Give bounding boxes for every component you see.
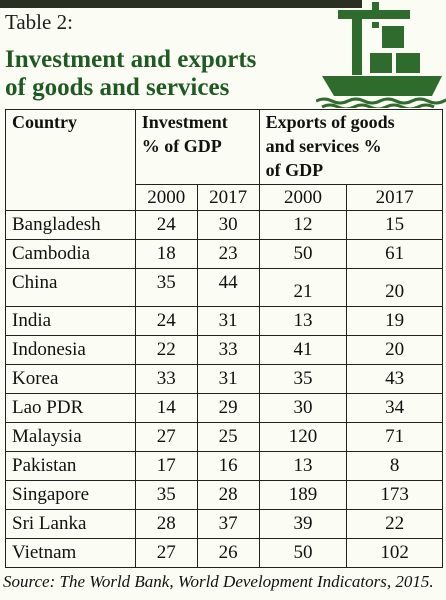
value-cell: 37 [196,509,260,539]
title-line-1: Investment and exports [5,46,257,73]
country-cell: India [5,306,136,336]
value-cell: 31 [196,364,260,394]
value-cell: 24 [134,210,198,240]
exports-header-line-1: Exports of goods [265,112,395,132]
value-cell: 44 [196,268,260,307]
value-cell: 26 [196,538,260,568]
value-cell: 120 [258,422,348,452]
country-cell: China [5,268,136,307]
year-header: 2017 [196,184,260,211]
value-cell: 13 [258,306,348,336]
column-header-investment: Investment % of GDP [134,109,260,185]
value-cell: 50 [258,538,348,568]
table-row: India 24 31 13 19 [5,306,443,336]
investment-header-line-1: Investment [141,112,228,132]
table-row: Pakistan 17 16 13 8 [5,451,443,481]
country-cell: Cambodia [5,239,136,269]
value-cell: 18 [134,239,198,269]
year-header: 2000 [258,184,348,211]
table-row: Lao PDR 14 29 30 34 [5,393,443,423]
value-cell: 33 [196,335,260,365]
table-row: China 35 44 21 20 [5,268,443,307]
table-year-row: 2000 2017 2000 2017 [6,184,443,211]
value-cell: 34 [346,393,443,423]
year-header: 2017 [346,184,443,211]
table-row: Malaysia 27 25 120 71 [5,422,443,452]
table-row: Sri Lanka 28 37 39 22 [5,509,443,539]
value-cell: 21 [258,268,348,307]
value-cell: 25 [196,422,260,452]
page-title: Investment and exports of goods and serv… [5,46,325,102]
table-row: Cambodia 18 23 50 61 [5,239,443,269]
cargo-ship-icon [316,2,446,108]
value-cell: 8 [346,451,443,481]
value-cell: 50 [258,239,348,269]
value-cell: 61 [346,239,443,269]
country-cell: Pakistan [5,451,136,481]
value-cell: 102 [346,538,443,568]
title-line-2: of goods and services [5,74,230,101]
value-cell: 189 [258,480,348,510]
country-cell: Vietnam [5,538,136,568]
value-cell: 14 [134,393,198,423]
value-cell: 22 [134,335,198,365]
value-cell: 28 [196,480,260,510]
value-cell: 31 [196,306,260,336]
exports-header-line-2: and services % [265,136,382,156]
value-cell: 27 [134,422,198,452]
value-cell: 41 [258,335,348,365]
value-cell: 23 [196,239,260,269]
exports-header-line-3: of GDP [265,160,324,180]
value-cell: 35 [134,480,198,510]
value-cell: 30 [258,393,348,423]
value-cell: 16 [196,451,260,481]
country-cell: Indonesia [5,335,136,365]
country-cell: Malaysia [5,422,136,452]
table-row: Indonesia 22 33 41 20 [5,335,443,365]
value-cell: 28 [134,509,198,539]
value-cell: 22 [346,509,443,539]
value-cell: 35 [134,268,198,307]
table-label: Table 2: [5,10,73,34]
value-cell: 12 [258,210,348,240]
data-table: Country Investment % of GDP Exports of g… [5,109,444,568]
country-cell: Sri Lanka [5,509,136,539]
value-cell: 19 [346,306,443,336]
investment-header-line-2: % of GDP [141,136,222,156]
value-cell: 20 [346,268,443,307]
value-cell: 20 [346,335,443,365]
country-cell: Bangladesh [5,210,136,240]
country-cell: Lao PDR [5,393,136,423]
value-cell: 15 [346,210,443,240]
source-note: Source: The World Bank, World Developmen… [3,572,434,591]
top-bar [0,0,362,8]
table-header-row: Country Investment % of GDP Exports of g… [5,109,444,211]
value-cell: 33 [134,364,198,394]
column-header-exports: Exports of goods and services % of GDP [258,109,444,185]
year-header: 2000 [134,184,198,211]
value-cell: 43 [346,364,443,394]
value-cell: 29 [196,393,260,423]
value-cell: 13 [258,451,348,481]
table-row: Vietnam 27 26 50 102 [5,538,443,568]
value-cell: 173 [346,480,443,510]
table-row: Singapore 35 28 189 173 [5,480,443,510]
value-cell: 30 [196,210,260,240]
value-cell: 71 [346,422,443,452]
value-cell: 39 [258,509,348,539]
table-row: Bangladesh 24 30 12 15 [5,210,443,240]
value-cell: 17 [134,451,198,481]
value-cell: 35 [258,364,348,394]
value-cell: 24 [134,306,198,336]
column-header-country: Country [5,109,136,211]
table-row: Korea 33 31 35 43 [5,364,443,394]
country-cell: Korea [5,364,136,394]
value-cell: 27 [134,538,198,568]
country-cell: Singapore [5,480,136,510]
